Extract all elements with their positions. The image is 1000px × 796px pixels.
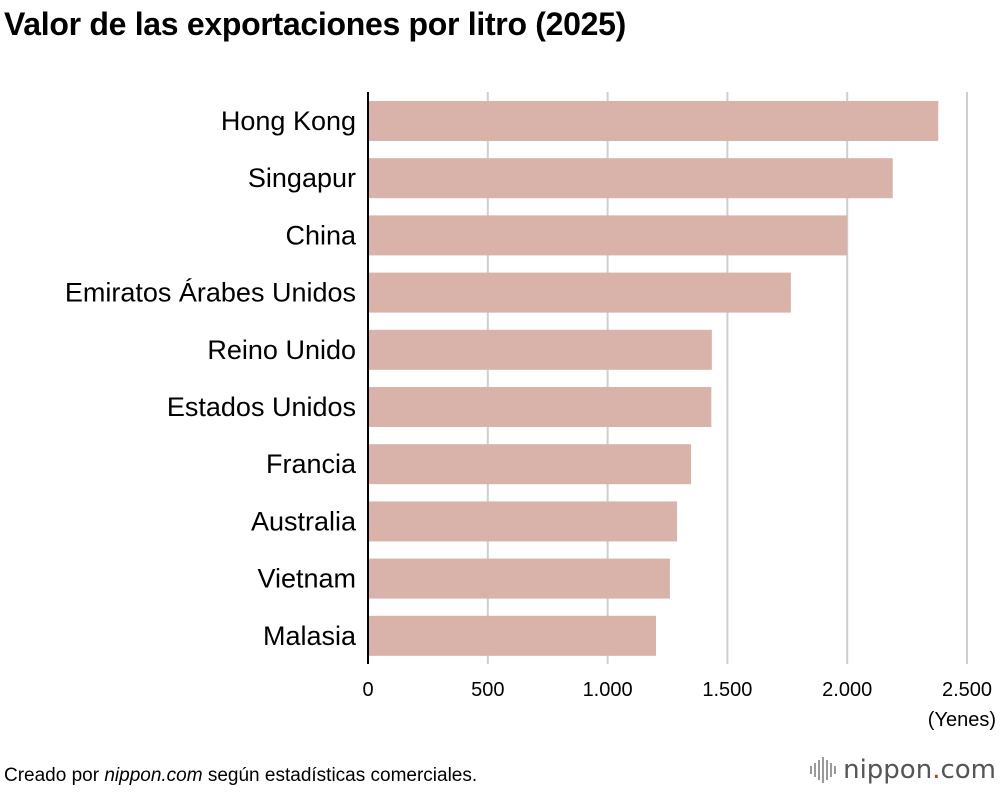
category-label: Australia — [251, 506, 357, 536]
logo-text: nippon.com — [843, 755, 996, 785]
logo-dot: . — [932, 755, 941, 785]
bar — [368, 101, 939, 141]
x-tick-label: 500 — [471, 679, 504, 701]
chart-title: Valor de las exportaciones por litro (20… — [4, 6, 626, 42]
bar — [368, 387, 712, 427]
logo-tld: com — [940, 755, 996, 785]
nippon-logo: nippon.com — [809, 755, 996, 785]
category-labels: Hong Kong Singapur China Emiratos Árabes Un… — [65, 106, 357, 651]
sound-wave-icon — [810, 757, 837, 783]
category-label: Malasia — [263, 621, 357, 651]
x-tick-label: 1.500 — [702, 679, 752, 701]
source-note: Creado por nippon.com según estadísticas… — [4, 765, 477, 787]
category-label: Reino Unido — [207, 335, 356, 365]
category-label: Singapur — [248, 163, 356, 193]
bar — [368, 329, 712, 370]
source-suffix: según estadísticas comerciales. — [202, 765, 478, 786]
category-label: Hong Kong — [221, 106, 356, 136]
source-prefix: Creado por — [4, 765, 105, 786]
x-tick-label: 0 — [362, 679, 373, 701]
bar — [368, 558, 670, 599]
x-tick-label: 2.000 — [822, 679, 872, 701]
bar — [368, 615, 656, 656]
category-label: China — [285, 220, 357, 250]
bar — [368, 501, 678, 542]
source-brand: nippon.com — [104, 765, 203, 786]
x-axis-unit-label: (Yenes) — [928, 709, 996, 731]
category-label: Estados Unidos — [167, 392, 356, 422]
category-label: Francia — [266, 449, 357, 479]
bar — [368, 444, 691, 485]
bar — [368, 215, 848, 256]
x-tick-label: 2.500 — [942, 679, 992, 701]
logo-name: nippon — [843, 755, 933, 785]
x-tick-label: 1.000 — [583, 679, 633, 701]
bar — [368, 158, 893, 199]
x-tick-labels: 0 500 1.000 1.500 2.000 2.500 — [362, 679, 992, 701]
bar — [368, 272, 791, 313]
bars — [368, 101, 939, 656]
category-label: Vietnam — [257, 564, 356, 594]
category-label: Emiratos Árabes Unidos — [65, 278, 356, 308]
